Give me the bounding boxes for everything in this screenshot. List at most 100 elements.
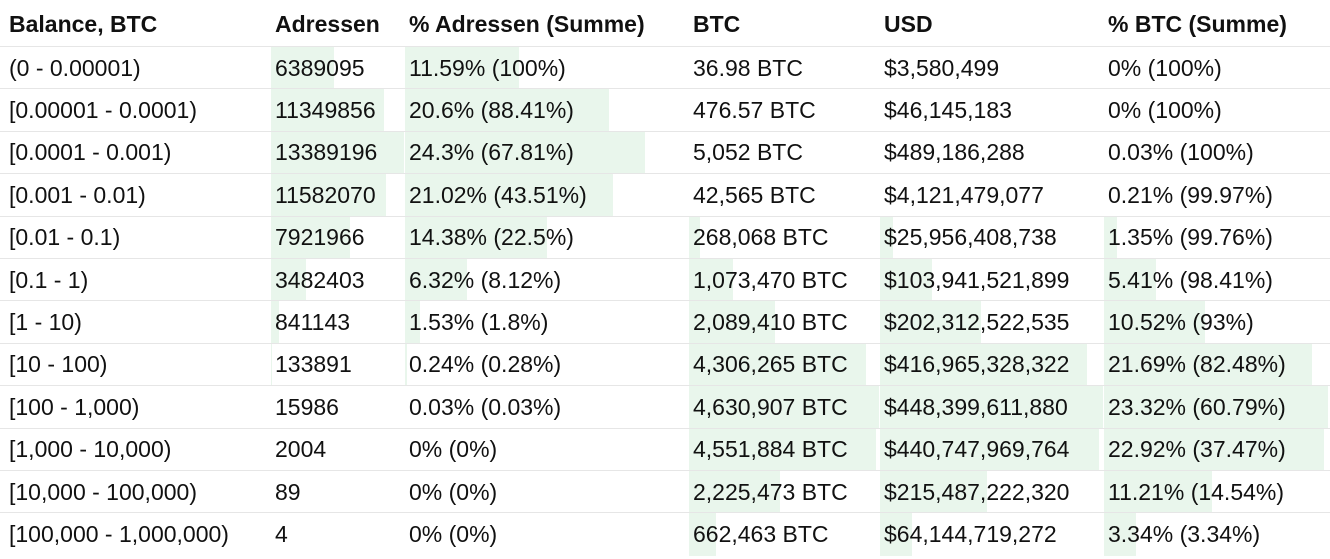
table-row: [1,000 - 10,000) 2004 0% (0%) 4,551,884 BTC…	[0, 427, 1330, 471]
cell-pct-btc: 0% (100%)	[1108, 97, 1222, 124]
value-bar	[689, 386, 879, 429]
cell-pct-addresses: 6.32% (8.12%)	[405, 259, 688, 302]
cell-balance-range: [0.1 - 1)	[9, 266, 89, 293]
value-bar	[405, 89, 609, 132]
table-row: [0.1 - 1) 3482403 6.32% (8.12%) 1,073,470 B…	[0, 258, 1330, 302]
cell-pct-btc: 5.41% (98.41%)	[1104, 259, 1328, 302]
cell-btc: 1,073,470 BTC	[689, 259, 879, 302]
cell-pct-btc: 10.52% (93%)	[1104, 301, 1328, 344]
value-bar	[405, 47, 519, 90]
header-btc: BTC	[693, 10, 741, 37]
cell-addresses: 841143	[271, 301, 404, 344]
table-row: [1 - 10) 841143 1.53% (1.8%) 2,089,410 BTC $…	[0, 300, 1330, 344]
table-row: (0 - 0.00001) 6389095 11.59% (100%) 36.98 B…	[0, 46, 1330, 90]
cell-usd: $440,747,969,764	[880, 428, 1103, 471]
value-bar	[689, 301, 775, 344]
value-bar	[880, 471, 987, 514]
value-bar	[880, 343, 1087, 387]
table-row: [100,000 - 1,000,000) 4 0% (0%) 662,463 BTC…	[0, 512, 1330, 556]
table-row: [10 - 100) 133891 0.24% (0.28%) 4,306,265 B…	[0, 342, 1330, 387]
value-bar	[689, 216, 700, 259]
cell-usd: $448,399,611,880	[880, 386, 1103, 429]
value-bar	[1104, 343, 1312, 387]
cell-balance-range: [0.00001 - 0.0001)	[9, 97, 197, 124]
cell-pct-addresses: 0.24% (0.28%)	[405, 343, 688, 387]
cell-pct-addresses: 24.3% (67.81%)	[405, 131, 688, 175]
cell-usd: $416,965,328,322	[880, 343, 1103, 387]
value-bar	[271, 174, 386, 217]
value-bar	[689, 471, 780, 514]
cell-addresses: 7921966	[271, 216, 404, 259]
value-bar	[880, 386, 1103, 429]
value-bar	[405, 216, 547, 259]
cell-balance-range: [0.001 - 0.01)	[9, 181, 146, 208]
value-bar	[405, 343, 407, 387]
cell-addresses: 133891	[271, 343, 404, 387]
value-bar	[271, 343, 272, 387]
table-row: [0.00001 - 0.0001) 11349856 20.6% (88.41%)…	[0, 88, 1330, 132]
table-row: [0.0001 - 0.001) 13389196 24.3% (67.81%) 5,…	[0, 130, 1330, 175]
cell-addresses: 13389196	[271, 131, 404, 175]
cell-pct-addresses: 21.02% (43.51%)	[405, 174, 688, 217]
cell-addresses: 15986	[275, 393, 339, 420]
cell-addresses: 89	[275, 478, 301, 505]
value-bar	[1104, 386, 1328, 429]
cell-balance-range: [0.01 - 0.1)	[9, 224, 121, 251]
value-bar	[880, 428, 1099, 471]
cell-pct-btc: 22.92% (37.47%)	[1104, 428, 1328, 471]
cell-balance-range: [1,000 - 10,000)	[9, 436, 172, 463]
header-pct-btc: % BTC (Summe)	[1108, 10, 1287, 37]
cell-addresses: 2004	[275, 436, 327, 463]
header-pct-addresses: % Adressen (Summe)	[409, 10, 645, 37]
value-bar	[880, 301, 981, 344]
cell-usd: $103,941,521,899	[880, 259, 1103, 302]
value-bar	[689, 259, 733, 302]
value-bar	[405, 301, 420, 344]
cell-balance-range: [0.0001 - 0.001)	[9, 139, 172, 166]
cell-btc: 662,463 BTC	[689, 513, 879, 556]
cell-pct-btc: 23.32% (60.79%)	[1104, 386, 1328, 429]
value-bar	[271, 259, 306, 302]
cell-btc: 4,306,265 BTC	[689, 343, 879, 387]
cell-btc: 4,630,907 BTC	[689, 386, 879, 429]
cell-pct-btc: 21.69% (82.48%)	[1104, 343, 1328, 387]
cell-balance-range: (0 - 0.00001)	[9, 54, 141, 81]
value-bar	[271, 216, 350, 259]
cell-usd: $215,487,222,320	[880, 471, 1103, 514]
cell-btc: 4,551,884 BTC	[689, 428, 879, 471]
cell-pct-addresses: 14.38% (22.5%)	[405, 216, 688, 259]
cell-pct-addresses: 20.6% (88.41%)	[405, 89, 688, 132]
cell-pct-btc: 0.03% (100%)	[1108, 139, 1254, 166]
table-row: [0.001 - 0.01) 11582070 21.02% (43.51%) 42,…	[0, 173, 1330, 217]
header-usd: USD	[884, 10, 933, 37]
cell-btc: 476.57 BTC	[693, 97, 816, 124]
cell-pct-btc: 3.34% (3.34%)	[1104, 513, 1328, 556]
cell-pct-addresses: 11.59% (100%)	[405, 47, 688, 90]
table-header: Balance, BTC Adressen % Adressen (Summe)…	[0, 2, 1330, 46]
value-bar	[1104, 301, 1205, 344]
value-bar	[689, 343, 866, 387]
value-bar	[1104, 428, 1324, 471]
value-bar	[689, 513, 716, 556]
value-bar	[271, 89, 384, 132]
header-balance: Balance, BTC	[9, 10, 158, 37]
value-bar	[271, 47, 334, 90]
cell-addresses: 11349856	[271, 89, 404, 132]
cell-pct-btc: 0.21% (99.97%)	[1108, 181, 1273, 208]
cell-usd: $4,121,479,077	[884, 181, 1044, 208]
cell-pct-addresses: 0% (0%)	[409, 478, 498, 505]
cell-pct-btc: 0% (100%)	[1108, 54, 1222, 81]
cell-usd: $202,312,522,535	[880, 301, 1103, 344]
header-addresses: Adressen	[275, 10, 380, 37]
cell-addresses: 3482403	[271, 259, 404, 302]
cell-btc: 268,068 BTC	[689, 216, 879, 259]
value-bar	[689, 428, 876, 471]
value-bar	[405, 259, 467, 302]
cell-usd: $489,186,288	[884, 139, 1025, 166]
cell-pct-addresses: 1.53% (1.8%)	[405, 301, 688, 344]
cell-balance-range: [100,000 - 1,000,000)	[9, 521, 229, 548]
cell-addresses: 6389095	[271, 47, 404, 90]
value-bar	[405, 174, 613, 217]
cell-btc: 2,089,410 BTC	[689, 301, 879, 344]
